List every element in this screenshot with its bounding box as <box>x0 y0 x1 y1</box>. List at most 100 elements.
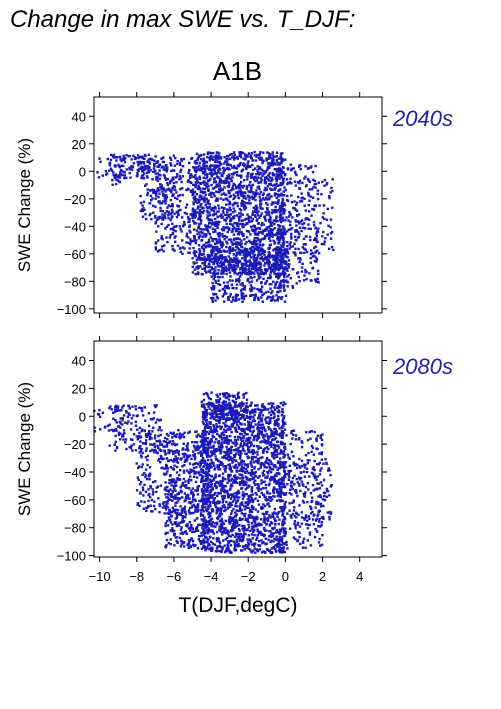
data-point <box>312 221 316 224</box>
data-point <box>169 431 172 434</box>
data-point <box>238 275 242 278</box>
data-point <box>220 425 224 429</box>
data-point <box>298 260 301 264</box>
data-point <box>213 166 216 170</box>
data-point <box>194 183 197 187</box>
data-point <box>271 188 274 191</box>
data-point <box>240 293 243 296</box>
data-point <box>202 497 205 500</box>
data-point <box>154 241 158 244</box>
data-point <box>288 211 291 214</box>
data-point <box>226 435 229 438</box>
data-point <box>175 457 178 461</box>
data-point <box>247 514 251 517</box>
data-point <box>198 168 201 171</box>
data-point <box>298 222 301 225</box>
data-point <box>167 210 170 214</box>
data-point <box>229 246 232 249</box>
data-point <box>216 432 219 436</box>
data-point <box>192 444 196 448</box>
data-point <box>278 275 281 278</box>
data-point <box>270 212 274 215</box>
data-point <box>188 512 192 515</box>
data-point <box>238 518 241 521</box>
data-point <box>266 162 270 165</box>
data-point <box>238 469 241 473</box>
data-point <box>276 184 279 187</box>
data-point <box>215 547 219 550</box>
data-point <box>165 210 169 213</box>
data-point <box>171 479 174 482</box>
data-point <box>276 494 279 498</box>
data-point <box>187 455 190 459</box>
data-point <box>206 214 210 218</box>
data-point <box>257 274 260 278</box>
data-point <box>239 268 242 271</box>
data-point <box>165 164 168 167</box>
data-point <box>192 498 195 501</box>
data-point <box>142 488 145 492</box>
data-point <box>131 405 134 408</box>
data-point <box>226 481 229 485</box>
data-point <box>245 255 249 258</box>
data-point <box>278 205 282 208</box>
data-point <box>198 222 201 226</box>
data-point <box>228 192 231 195</box>
data-point <box>143 208 146 212</box>
data-point <box>238 435 241 439</box>
data-point <box>209 218 213 222</box>
data-point <box>171 490 174 494</box>
data-point <box>236 202 239 205</box>
data-point <box>164 546 168 549</box>
data-point <box>213 257 217 261</box>
data-point <box>156 179 160 183</box>
data-point <box>271 229 274 232</box>
data-point <box>228 520 231 524</box>
data-point <box>196 158 199 162</box>
data-point <box>251 172 254 176</box>
data-point <box>218 164 221 167</box>
data-point <box>198 175 201 178</box>
data-point <box>210 223 214 226</box>
data-point <box>193 456 197 459</box>
data-point <box>281 450 284 453</box>
data-point <box>205 509 209 513</box>
data-point <box>117 431 121 434</box>
data-point <box>241 284 244 287</box>
data-point <box>195 476 199 479</box>
data-point <box>254 167 257 170</box>
data-point <box>329 191 332 194</box>
data-point <box>194 214 197 217</box>
data-point <box>232 507 235 511</box>
data-point <box>248 183 251 186</box>
data-point <box>211 237 214 241</box>
data-point <box>237 242 240 245</box>
data-point <box>196 489 199 492</box>
data-point <box>178 247 182 250</box>
data-point <box>238 544 241 548</box>
data-point <box>185 460 188 463</box>
data-point <box>325 183 328 186</box>
data-point <box>251 163 254 167</box>
data-point <box>195 162 198 165</box>
data-point <box>235 214 239 217</box>
data-point <box>270 224 273 227</box>
data-point <box>211 239 214 243</box>
data-point <box>210 175 213 178</box>
data-point <box>148 496 152 499</box>
data-point <box>156 418 159 421</box>
data-point <box>204 411 207 415</box>
data-point <box>195 239 198 242</box>
data-point <box>209 225 212 229</box>
data-point <box>235 251 238 255</box>
data-point <box>157 217 160 221</box>
data-point <box>321 180 324 184</box>
data-point <box>164 227 167 230</box>
data-point <box>252 168 255 172</box>
data-point <box>249 256 253 259</box>
data-point <box>316 249 319 252</box>
data-point <box>152 411 156 414</box>
data-point <box>283 204 286 207</box>
data-point <box>282 424 285 428</box>
data-point <box>238 496 241 499</box>
